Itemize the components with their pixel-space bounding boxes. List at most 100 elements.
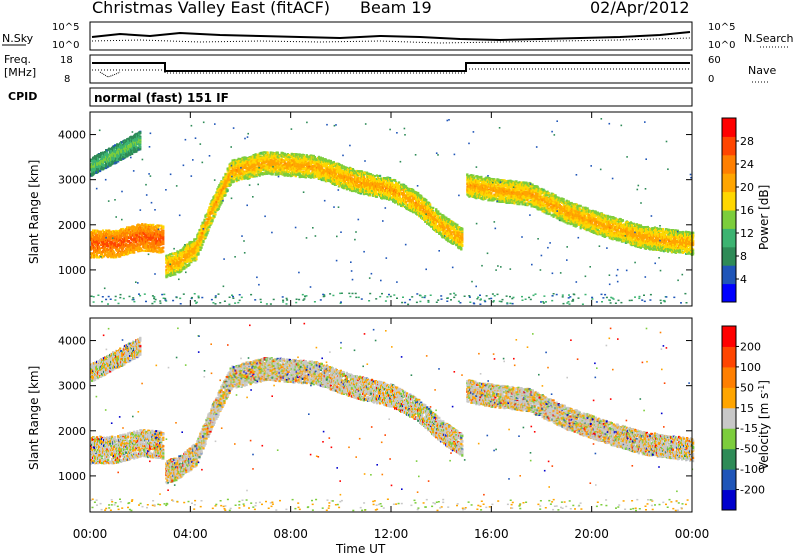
power-echo-cell [235, 180, 238, 183]
power-echo-cell [131, 248, 134, 251]
power-echo-cell [215, 207, 218, 210]
power-echo-cell [277, 163, 280, 166]
power-echo-cell [152, 250, 155, 253]
power-echo-cell [173, 266, 176, 269]
sky-tick-top: 10^5 [52, 22, 79, 33]
power-echo-cell [285, 165, 288, 168]
power-echo-cell [298, 172, 301, 175]
power-echo-cell [203, 219, 206, 223]
power-echo-cell [128, 229, 131, 232]
power-echo-cell [274, 161, 277, 164]
power-echo-cell [209, 216, 212, 219]
power-echo-cell [142, 227, 145, 230]
power-echo-cell [240, 178, 243, 181]
power-echo-cell [217, 195, 220, 198]
power-echo-cell [165, 270, 168, 273]
power-echo-cell [190, 260, 193, 263]
power-echo-cell [92, 230, 95, 234]
power-echo-cell [155, 237, 158, 240]
power-echo-cell [96, 256, 99, 259]
power-echo-cell [143, 240, 146, 243]
power-echo-cell [162, 242, 165, 245]
power-echo-cell [293, 167, 296, 170]
power-echo-cell [106, 242, 109, 245]
power-echo-cell [228, 166, 231, 169]
power-echo-cell [144, 228, 147, 231]
power-echo-cell [145, 237, 148, 240]
power-echo-cell [332, 161, 335, 164]
power-echo-cell [146, 243, 149, 246]
power-echo-cell [209, 223, 212, 226]
power-echo-cell [231, 167, 234, 170]
power-echo-cell [184, 262, 187, 265]
power-echo-cell [329, 159, 332, 163]
power-echo-cell [110, 243, 113, 246]
power-echo-cell [104, 244, 107, 247]
power-echo-cell [214, 196, 217, 199]
power-echo-cell [261, 152, 264, 155]
power-echo-cell [201, 232, 204, 235]
power-echo-cell [121, 253, 124, 257]
power-echo-cell [251, 166, 254, 169]
power-echo-cell [200, 246, 203, 249]
power-echo-cell [111, 232, 114, 235]
power-echo-cell [155, 236, 158, 239]
power-echo-cell [266, 155, 269, 158]
power-echo-cell [259, 170, 262, 173]
power-echo-cell [298, 167, 301, 170]
power-echo-cell [217, 185, 220, 189]
power-echo-cell [98, 256, 101, 259]
power-echo-cell [226, 189, 229, 192]
power-echo-cell [162, 236, 165, 239]
power-echo-cell [96, 254, 99, 257]
power-echo-cell [153, 244, 156, 248]
power-echo-cell [126, 233, 129, 236]
power-echo-cell [90, 252, 93, 255]
power-echo-cell [269, 163, 272, 166]
power-echo-cell [100, 230, 103, 233]
sky-noise-line [91, 31, 691, 42]
power-echo-cell [207, 228, 210, 231]
power-echo-cell [162, 238, 165, 241]
power-echo-cell [136, 234, 139, 237]
power-echo-cell [340, 169, 343, 172]
sky-label: N.Sky [2, 32, 34, 45]
power-echo-cell [108, 229, 111, 232]
power-echo-cell [246, 162, 249, 165]
power-echo-cell [259, 168, 262, 171]
power-echo-cell [220, 202, 223, 205]
power-echo-cell [160, 243, 163, 246]
power-echo-cell [280, 161, 283, 164]
power-echo-cell [241, 173, 244, 176]
power-echo-cell [102, 245, 105, 248]
power-echo-cell [125, 236, 128, 239]
power-echo-cell [265, 170, 268, 173]
power-echo-cell [111, 240, 114, 244]
power-echo-cell [219, 197, 222, 200]
power-echo-cell [138, 236, 141, 239]
power-echo-cell [270, 154, 273, 157]
power-echo-cell [108, 239, 111, 242]
power-echo-cell [219, 203, 222, 206]
power-echo-cell [109, 253, 112, 256]
power-echo-cell [253, 175, 256, 178]
power-echo-cell [99, 239, 102, 242]
power-echo-cell [95, 231, 98, 234]
power-echo-cell [208, 214, 211, 217]
power-echo-cell [182, 263, 185, 266]
power-echo-cell [198, 231, 201, 234]
power-echo-cell [191, 245, 194, 249]
power-echo-cell [349, 167, 353, 170]
power-echo-cell [214, 210, 217, 214]
power-echo-cell [109, 251, 112, 254]
power-echo-cell [193, 239, 196, 242]
power-echo-cell [155, 234, 158, 237]
power-echo-cell [178, 256, 181, 259]
search-tick-top: 10^5 [708, 22, 735, 33]
power-echo-cell [227, 177, 230, 180]
power-echo-cell [176, 250, 179, 253]
power-echo-cell [123, 253, 126, 257]
power-echo-cell [251, 163, 254, 166]
power-echo-cell [102, 249, 105, 252]
power-echo-cell [132, 233, 135, 236]
